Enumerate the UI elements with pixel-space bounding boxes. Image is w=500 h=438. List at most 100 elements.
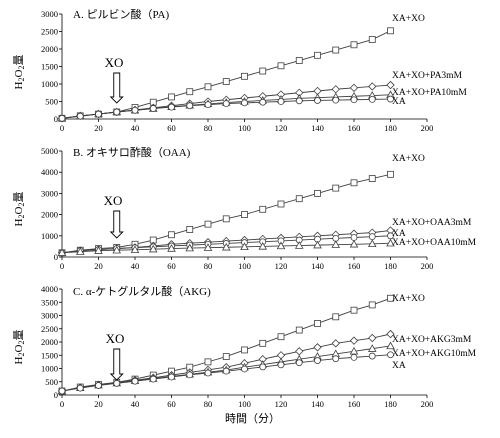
data-point (149, 375, 157, 383)
data-point (350, 306, 358, 314)
data-point (58, 387, 66, 395)
data-point (277, 200, 285, 208)
y-tick-label: 2000 (41, 337, 58, 347)
data-point (349, 336, 359, 345)
y-tick-label: 4000 (41, 167, 58, 177)
data-point (222, 78, 230, 85)
series-xa (58, 351, 394, 395)
data-point (367, 239, 377, 248)
data-point (76, 112, 84, 120)
series-label: XA+XO+AKG3mM (392, 335, 472, 345)
x-tick-label: 100 (238, 399, 251, 409)
data-point (277, 62, 285, 70)
data-point (131, 106, 139, 114)
data-point (387, 95, 394, 103)
data-point (204, 101, 212, 109)
data-point (241, 72, 248, 80)
y-tick-label: 3000 (41, 311, 58, 321)
y-tick-label: 2500 (41, 324, 58, 334)
data-point (295, 347, 304, 356)
y-tick-label: 1500 (41, 62, 58, 72)
data-point (259, 363, 267, 371)
series-label: XA (392, 97, 406, 107)
xo-label: XO (104, 193, 123, 208)
data-point (387, 294, 394, 302)
data-point (241, 346, 248, 354)
x-tick-label: 40 (131, 261, 140, 271)
data-point (295, 195, 303, 203)
data-point (368, 233, 376, 241)
data-point (240, 242, 249, 251)
xo-label: XO (105, 55, 124, 70)
data-point (94, 246, 103, 254)
series-xa-xo-oaa10mm (57, 238, 395, 256)
data-point (350, 234, 358, 241)
data-point (313, 240, 322, 249)
y-tick-label: 1500 (41, 350, 58, 360)
x-tick-label: 40 (131, 399, 140, 409)
x-tick-label: 60 (167, 399, 176, 409)
y-tick-label: 500 (45, 377, 58, 387)
xo-annotation: XO (104, 193, 124, 239)
data-point (368, 175, 376, 182)
x-tick-label: 20 (94, 399, 103, 409)
data-point (204, 83, 212, 91)
data-point (368, 352, 376, 360)
data-point (349, 83, 359, 93)
data-point (331, 240, 341, 248)
data-point (386, 80, 395, 90)
data-point (222, 367, 230, 375)
y-tick-label: 2500 (41, 27, 58, 37)
data-point (368, 36, 376, 43)
series-label: XA+XO+AKG10mM (392, 349, 477, 359)
y-axis-label: H2O2量 (12, 192, 26, 227)
data-point (350, 179, 358, 187)
data-point (314, 51, 321, 59)
x-tick-label: 160 (348, 261, 361, 271)
x-tick-label: 80 (204, 399, 213, 409)
data-point (168, 231, 175, 239)
data-point (367, 344, 377, 352)
x-tick-label: 180 (384, 261, 397, 271)
data-point (186, 102, 194, 110)
series-label: XA+XO (392, 154, 425, 164)
data-point (259, 98, 267, 106)
data-point (185, 243, 195, 252)
data-point (314, 189, 321, 197)
x-tick-label: 20 (94, 123, 103, 133)
data-point (222, 215, 230, 223)
data-point (203, 243, 213, 251)
data-point (241, 211, 248, 219)
data-point (386, 238, 395, 247)
down-arrow-icon (109, 210, 124, 239)
data-point (167, 244, 176, 252)
x-tick-label: 120 (275, 399, 288, 409)
data-point (259, 205, 267, 213)
x-tick-label: 200 (421, 399, 434, 409)
data-point (186, 371, 194, 379)
data-point (313, 343, 322, 352)
data-point (186, 88, 194, 96)
data-point (386, 329, 395, 339)
data-point (168, 93, 175, 101)
data-point (386, 341, 395, 350)
series-xa-xo (58, 27, 394, 122)
data-point (113, 108, 121, 116)
data-point (258, 241, 268, 250)
data-point (331, 339, 340, 348)
data-point (168, 103, 175, 111)
panel-b: 0 1000 2000 3000 4000 5000 0 20 40 60 80 100 120 140 1… (12, 145, 477, 271)
x-tick-label: 180 (384, 123, 397, 133)
data-point (314, 320, 321, 327)
data-point (277, 361, 285, 369)
y-tick-label: 2000 (41, 210, 58, 220)
x-tick-label: 140 (311, 261, 324, 271)
data-point (387, 170, 394, 178)
data-point (241, 365, 248, 373)
data-point (168, 373, 175, 381)
y-tick-label: 0 (54, 390, 58, 400)
x-tick-label: 40 (131, 123, 140, 133)
y-tick-label: 3000 (41, 9, 58, 19)
data-point (332, 355, 340, 363)
series-label: XA+XO+PA10mM (392, 88, 467, 98)
